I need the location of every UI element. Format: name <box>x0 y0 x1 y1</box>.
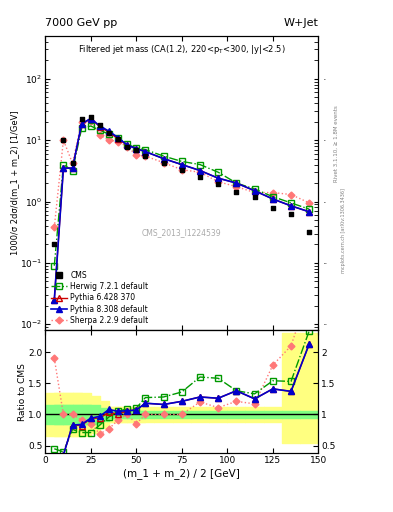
Point <box>160 159 167 167</box>
Text: Filtered jet mass (CA(1.2), 220<p$_\mathregular{T}$<300, |y|<2.5): Filtered jet mass (CA(1.2), 220<p$_\math… <box>78 43 286 56</box>
Point <box>97 121 103 130</box>
Point <box>252 193 258 201</box>
Text: 7000 GeV pp: 7000 GeV pp <box>45 18 118 29</box>
Y-axis label: 1000/σ 2dσ/d(m_1 + m_2) [1/GeV]: 1000/σ 2dσ/d(m_1 + m_2) [1/GeV] <box>10 111 19 255</box>
Point <box>306 228 312 236</box>
Text: Rivet 3.1.10, ≥ 1.8M events: Rivet 3.1.10, ≥ 1.8M events <box>334 105 338 182</box>
Point <box>106 129 112 137</box>
Point <box>88 113 94 121</box>
Text: W+Jet: W+Jet <box>283 18 318 29</box>
Point <box>233 187 240 196</box>
Point <box>179 165 185 174</box>
Point <box>133 146 140 155</box>
Point <box>142 152 149 160</box>
Point <box>288 210 294 218</box>
Point <box>215 180 221 188</box>
Point <box>69 159 75 167</box>
Point <box>124 143 130 151</box>
Text: mcplots.cern.ch [arXiv:1306.3436]: mcplots.cern.ch [arXiv:1306.3436] <box>342 188 346 273</box>
Legend: CMS, Herwig 7.2.1 default, Pythia 6.428 370, Pythia 8.308 default, Sherpa 2.2.9 : CMS, Herwig 7.2.1 default, Pythia 6.428 … <box>49 269 150 327</box>
Point <box>115 135 121 143</box>
X-axis label: (m_1 + m_2) / 2 [GeV]: (m_1 + m_2) / 2 [GeV] <box>123 467 240 479</box>
Point <box>79 115 85 123</box>
Point <box>51 240 57 248</box>
Point <box>197 173 203 181</box>
Text: CMS_2013_I1224539: CMS_2013_I1224539 <box>142 228 222 238</box>
Y-axis label: Ratio to CMS: Ratio to CMS <box>18 362 27 421</box>
Point <box>60 136 66 144</box>
Point <box>270 204 276 212</box>
